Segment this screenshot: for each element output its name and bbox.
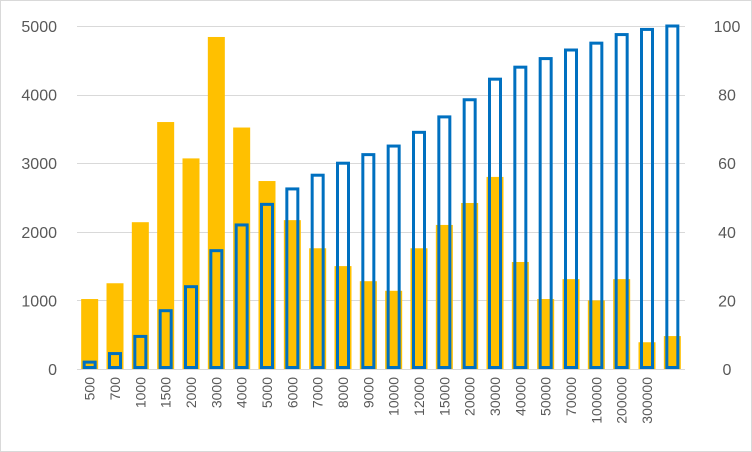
bar-outline [412,130,426,369]
bar-outline [386,144,401,369]
x-axis-tick-label: 100000 [588,377,604,424]
bar-outline [82,360,97,370]
bar-outline [665,24,680,369]
x-axis-tick-label: 20000 [462,377,478,416]
bar-outline [488,77,502,369]
left-axis-tick-label: 4000 [21,88,57,105]
bar-outline [361,153,376,369]
bar-outline [158,309,173,370]
bar-outline [538,57,553,370]
x-axis-tick-label: 200000 [614,377,630,424]
bar-outline [234,223,249,369]
bar-outline [209,249,224,369]
x-axis-tick-label: 1500 [158,377,174,408]
bar-outline [108,352,122,370]
bar-outline [589,41,604,370]
left-axis-tick-label: 5000 [21,19,57,36]
left-axis-ticks: 0 1000 2000 3000 4000 5000 [21,19,57,379]
left-axis-tick-label: 0 [48,362,57,379]
x-axis-tick-label: 12000 [411,377,427,416]
x-axis-tick-label: 4000 [234,377,250,408]
bar-filled [81,299,99,369]
x-axis-tick-label: 15000 [436,377,452,416]
right-axis-tick-label: 0 [723,362,732,379]
series-outline-bars [82,24,680,370]
bar-filled [157,122,175,369]
bar-outline [184,285,198,369]
bar-outline [437,115,452,369]
left-axis-tick-label: 2000 [21,225,57,242]
x-axis-tick-label: 10000 [386,377,402,416]
bar-filled [106,283,124,369]
x-axis-tick-label: 70000 [563,377,579,416]
x-axis-tick-label: 300000 [639,377,655,424]
left-axis-tick-label: 3000 [21,156,57,173]
x-axis-tick-label: 9000 [360,377,376,408]
x-axis-tick-label: 500 [82,377,98,401]
right-axis-tick-label: 60 [718,156,736,173]
x-axis-ticks: 500 700 1000 1500 2000 3000 4000 5000 6000 7000 80… [82,377,655,424]
bar-outline [133,334,148,370]
right-axis-tick-label: 40 [718,225,736,242]
bar-filled [131,222,149,369]
x-axis-tick-label: 7000 [310,377,326,408]
x-axis-tick-label: 30000 [487,377,503,416]
x-axis-tick-label: 1000 [132,377,148,408]
bar-outline [462,98,477,370]
x-axis-tick-label: 2000 [183,377,199,408]
bar-outline [285,187,300,369]
bar-outline [513,65,528,369]
x-axis-tick-label: 6000 [284,377,300,408]
x-axis-tick-label: 50000 [538,377,554,416]
gridlines [77,26,685,370]
x-axis-tick-label: 700 [107,377,123,401]
x-axis-tick-label: 40000 [512,377,528,416]
bar-outline [310,173,325,369]
x-axis-tick-label: 3000 [208,377,224,408]
bar-outline [336,161,350,369]
x-axis-tick-label: 8000 [335,377,351,408]
bar-outline [614,33,629,369]
left-axis-tick-label: 1000 [21,293,57,310]
bar-outline [260,202,274,369]
right-axis-tick-label: 100 [714,19,741,36]
right-axis-ticks: 0 20 40 60 80 100 [714,19,741,379]
right-axis-tick-label: 80 [718,88,736,105]
right-axis-tick-label: 20 [718,293,736,310]
bar-outline [640,27,654,370]
x-axis-tick-label: 5000 [259,377,275,408]
bar-outline [564,48,578,369]
